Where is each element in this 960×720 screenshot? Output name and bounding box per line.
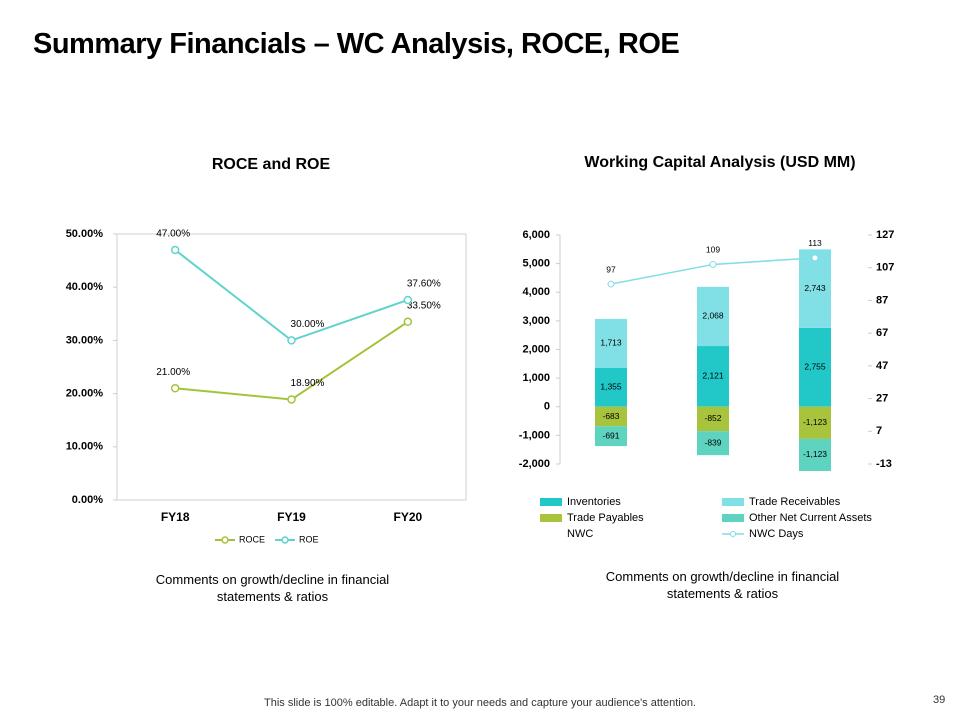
- data-label: -1,123: [803, 417, 827, 427]
- comment: Comments on growth/decline in financial …: [605, 569, 840, 601]
- legend-label: Trade Payables: [567, 512, 644, 524]
- marker: [811, 254, 819, 262]
- legend-marker: [221, 536, 229, 544]
- data-label: -1,123: [803, 449, 827, 459]
- bar-segment: [799, 249, 831, 328]
- y-tick-label: 4,000: [522, 286, 550, 298]
- bar-segment: [697, 431, 729, 456]
- footer: This slide is 100% editable. Adapt it to…: [264, 697, 696, 709]
- data-label: -691: [602, 430, 619, 440]
- marker: [403, 317, 413, 327]
- y2-tick-label: 87: [876, 294, 888, 306]
- legend-label: Trade Receivables: [749, 496, 841, 508]
- y-tick-label: 50.00%: [66, 228, 104, 240]
- bar-segment: [697, 406, 729, 432]
- data-label: 1,713: [600, 338, 622, 348]
- bar-segment: [595, 318, 627, 368]
- data-label: 97: [606, 264, 616, 274]
- marker: [709, 260, 717, 268]
- y-tick-label: 3,000: [522, 315, 550, 327]
- y-tick-label: 6,000: [522, 229, 550, 241]
- legend-swatch: [540, 514, 562, 522]
- legend-swatch: [722, 514, 744, 522]
- legend-label: Inventories: [567, 496, 621, 508]
- y2-tick-label: 127: [876, 229, 894, 241]
- data-label: 2,743: [804, 283, 826, 293]
- bar-segment: [799, 438, 831, 472]
- chart-title: Working Capital Analysis (USD MM): [584, 154, 855, 171]
- x-tick-label: FY18: [161, 510, 190, 524]
- data-label: 21.00%: [156, 367, 190, 378]
- y-tick-label: 1,000: [522, 372, 550, 384]
- bar-segment: [799, 327, 831, 407]
- data-label: 2,121: [702, 371, 724, 381]
- y2-tick-label: 27: [876, 392, 888, 404]
- data-label: 30.00%: [291, 319, 325, 330]
- data-label: 1,355: [600, 382, 622, 392]
- page-number: 39: [933, 694, 946, 706]
- y-tick-label: 20.00%: [66, 388, 104, 400]
- marker: [287, 395, 296, 404]
- data-label: 47.00%: [156, 229, 190, 240]
- legend-marker: [730, 531, 736, 537]
- legend-swatch: [540, 498, 562, 506]
- y-tick-label: 0.00%: [72, 494, 103, 506]
- y-tick-label: -1,000: [519, 429, 550, 441]
- data-label: 113: [808, 238, 822, 248]
- marker: [170, 245, 180, 255]
- y-tick-label: -2,000: [519, 458, 550, 470]
- chart-title: ROCE and ROE: [212, 156, 331, 173]
- y-tick-label: 0: [544, 401, 550, 413]
- legend-label: ROE: [299, 534, 319, 544]
- y2-tick-label: 7: [876, 425, 882, 437]
- marker: [607, 280, 615, 288]
- y-tick-label: 5,000: [522, 258, 550, 270]
- bar-segment: [595, 426, 627, 447]
- bar-segment: [697, 286, 729, 347]
- bar-segment: [697, 346, 729, 407]
- legend-swatch: [722, 498, 744, 506]
- marker: [170, 384, 180, 393]
- y-tick-label: 40.00%: [66, 281, 104, 293]
- x-tick-label: FY20: [393, 510, 422, 524]
- y-tick-label: 30.00%: [66, 334, 104, 346]
- legend-label: NWC Days: [749, 528, 804, 540]
- plot-frame: [116, 233, 467, 501]
- y2-tick-label: -13: [876, 458, 892, 470]
- bar-segment: [595, 406, 627, 427]
- comment: Comments on growth/decline in financial …: [155, 572, 390, 604]
- data-label: -683: [602, 411, 619, 421]
- y-tick-label: 10.00%: [66, 441, 104, 453]
- data-label: -839: [704, 437, 721, 447]
- data-label: 33.50%: [407, 300, 441, 311]
- bar-segment: [799, 406, 831, 439]
- legend-label: NWC: [567, 528, 593, 540]
- legend-label: ROCE: [239, 534, 265, 544]
- legend-label: Other Net Current Assets: [749, 512, 872, 524]
- y2-tick-label: 67: [876, 327, 888, 339]
- bar-segment: [595, 367, 627, 407]
- data-label: 109: [706, 245, 720, 255]
- slide-title: Summary Financials – WC Analysis, ROCE, …: [33, 28, 680, 60]
- data-label: 37.60%: [407, 279, 441, 290]
- legend-marker: [281, 536, 289, 544]
- data-label: 18.90%: [291, 378, 325, 389]
- x-tick-label: FY19: [277, 510, 306, 524]
- data-label: -852: [704, 413, 721, 423]
- y2-tick-label: 107: [876, 262, 894, 274]
- marker: [403, 295, 413, 305]
- data-label: 2,068: [702, 311, 724, 321]
- data-label: 2,755: [804, 362, 826, 372]
- marker: [287, 336, 296, 345]
- y2-tick-label: 47: [876, 360, 888, 372]
- y-tick-label: 2,000: [522, 343, 550, 355]
